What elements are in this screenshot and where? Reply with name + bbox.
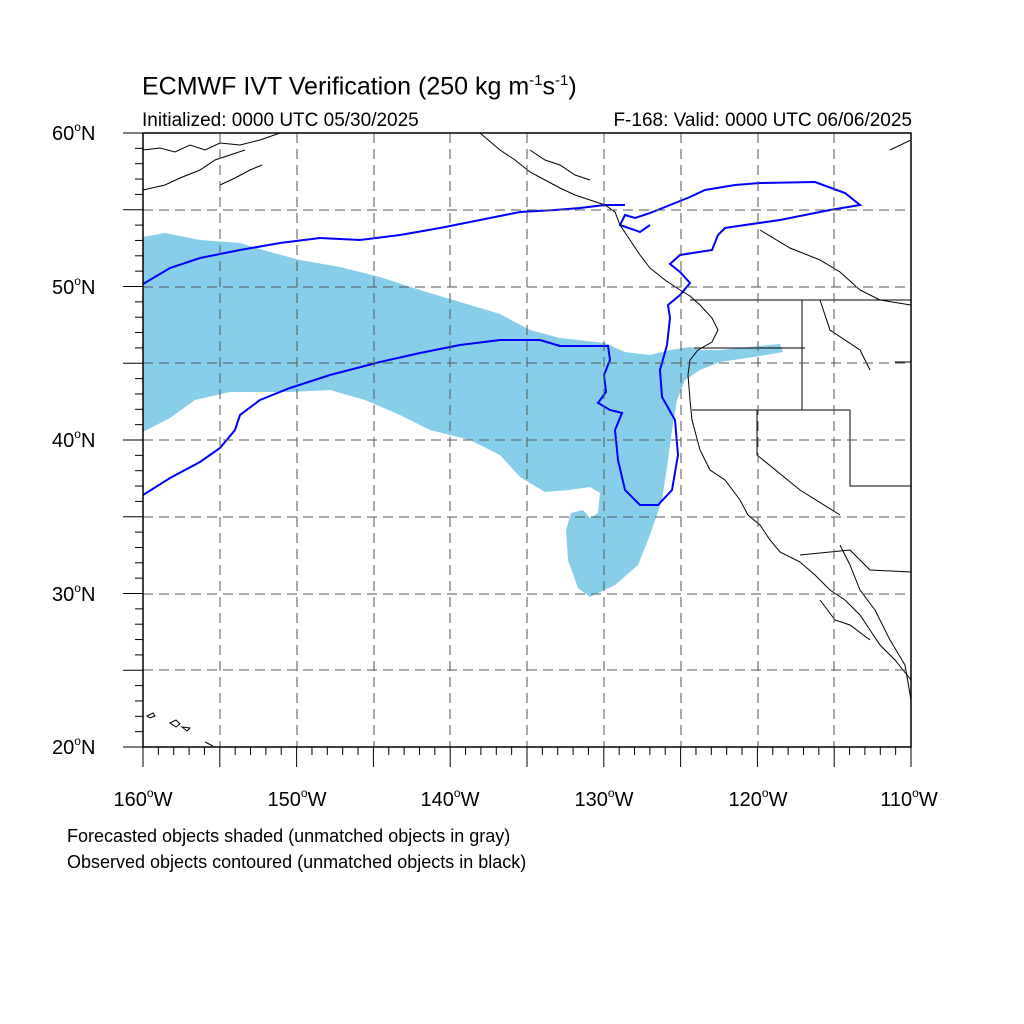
lon-label: 150oW: [268, 786, 327, 811]
lon-label: 130oW: [575, 786, 634, 811]
lat-label: 50oN: [52, 274, 95, 299]
gridlines: [143, 133, 911, 747]
lon-label: 120oW: [729, 786, 788, 811]
axis-ticks: [123, 132, 912, 767]
lat-label: 20oN: [52, 734, 95, 759]
lon-label: 110oW: [880, 786, 938, 811]
observed-ivt-contour-west: [143, 204, 625, 285]
footnote-observed: Observed objects contoured (unmatched ob…: [67, 852, 527, 872]
lat-label: 40oN: [52, 427, 95, 452]
footnote-forecast: Forecasted objects shaded (unmatched obj…: [67, 826, 511, 846]
observed-ivt-contour-south: [143, 180, 863, 506]
init-time-label: Initialized: 0000 UTC 05/30/2025: [142, 110, 419, 131]
lat-label: 60oN: [52, 120, 95, 145]
coastlines: [143, 133, 911, 701]
valid-time-label: F-168: Valid: 0000 UTC 06/06/2025: [613, 110, 912, 131]
lon-label: 140oW: [421, 786, 480, 811]
lat-label: 30oN: [52, 581, 95, 606]
map-title: ECMWF IVT Verification (250 kg m-1s-1): [142, 72, 577, 101]
hawaii-islands: [146, 712, 214, 747]
lat-labels: 60oN 50oN 40oN 30oN 20oN: [52, 120, 95, 759]
lon-label: 160oW: [114, 786, 173, 811]
forecast-ivt-object: [143, 233, 783, 597]
lon-labels: 160oW 150oW 140oW 130oW 120oW 110oW: [114, 786, 938, 811]
